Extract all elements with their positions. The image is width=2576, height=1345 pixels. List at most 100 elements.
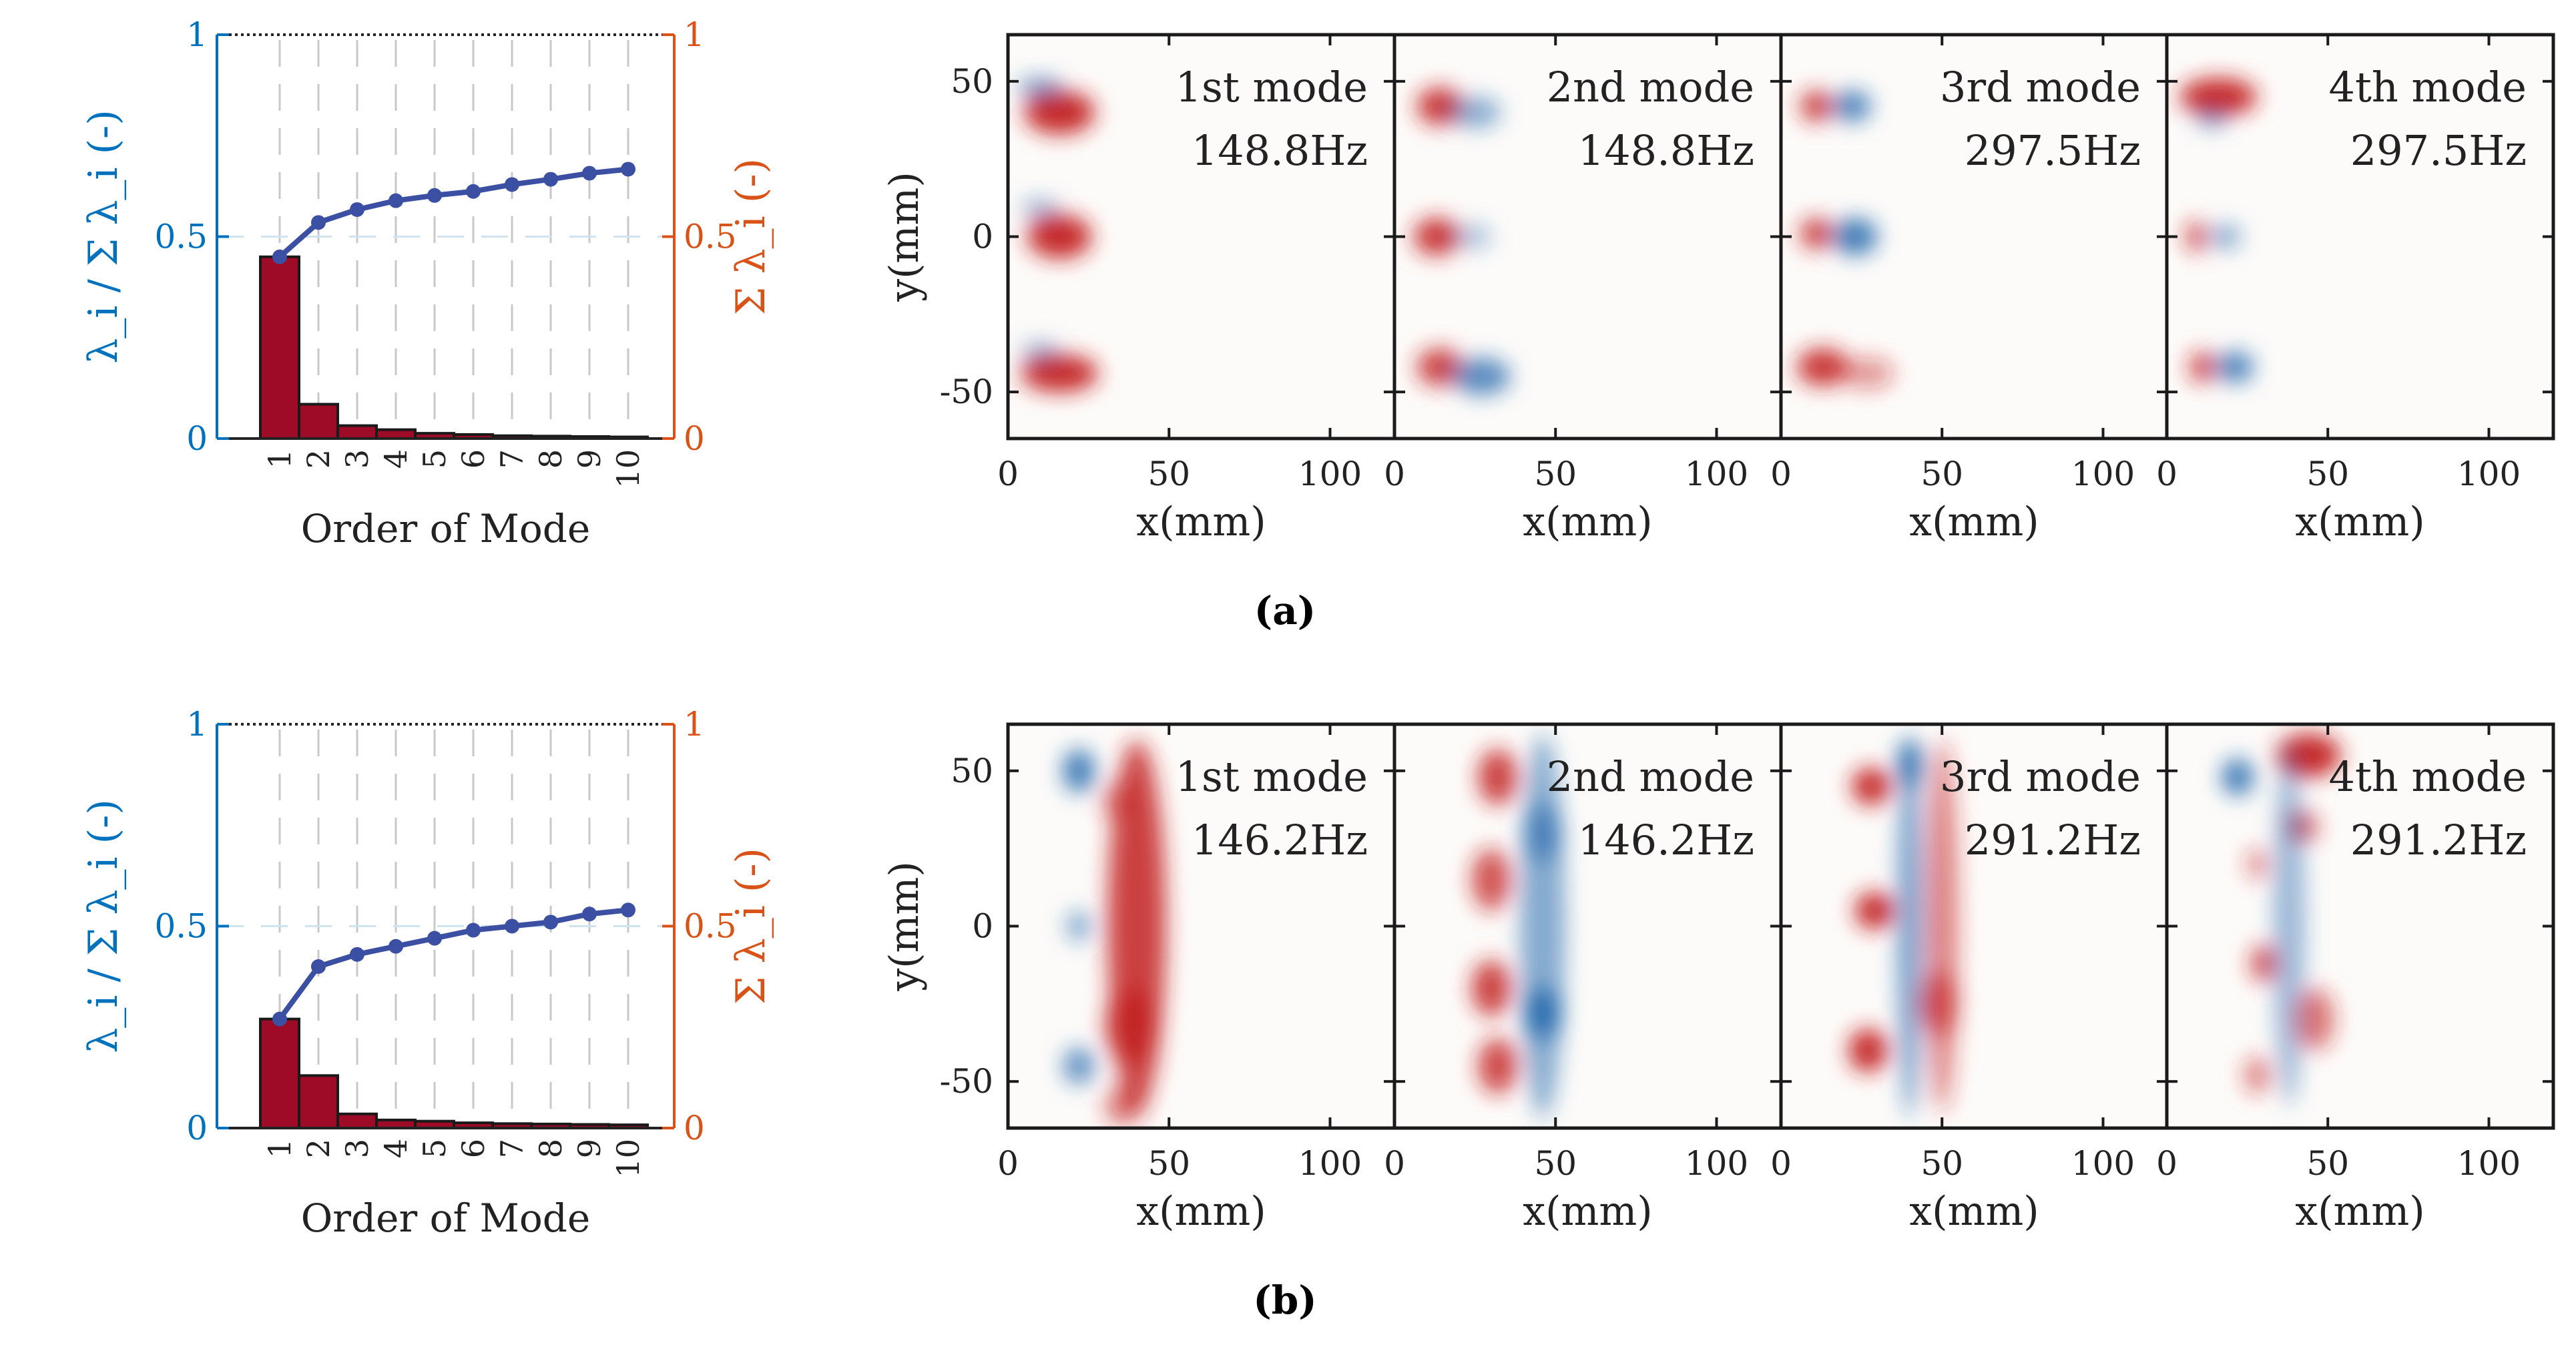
- bar-mode-3: [336, 1112, 378, 1129]
- field-blob: [1523, 988, 1562, 1039]
- x-axis-title: x(mm): [1523, 499, 1652, 545]
- field-blob: [2208, 224, 2241, 250]
- right-tick-label: 1: [684, 15, 705, 54]
- field-blob: [1452, 224, 1491, 250]
- category-label-6: 6: [455, 1139, 491, 1158]
- field-blob: [1478, 1038, 1517, 1094]
- category-label-3: 3: [339, 449, 375, 469]
- left-tick-label: 1: [186, 705, 208, 744]
- field-blob: [2273, 746, 2306, 1107]
- field-blob: [1854, 892, 1894, 930]
- mode-frequency: 297.5Hz: [1965, 126, 2141, 175]
- x-tick-label: 50: [1920, 1144, 1963, 1183]
- bar-mode-2: [298, 1074, 339, 1129]
- cumulative-line: [277, 907, 629, 1021]
- cumulative-point-10: [621, 902, 635, 918]
- field-blob: [1063, 749, 1095, 793]
- x-axis-title: Order of Mode: [301, 506, 590, 551]
- field-blob: [2222, 758, 2254, 796]
- mode-panel-2: 0 50 100 2nd mode 148.8Hz x(mm): [1384, 33, 1783, 545]
- x-tick-label: 50: [2306, 455, 2349, 493]
- x-tick-label: 50: [1534, 455, 1577, 493]
- y-tick-label: -50: [939, 1062, 993, 1101]
- category-label-2: 2: [300, 1139, 336, 1158]
- field-blob: [1471, 848, 1511, 911]
- category-label-1: 1: [262, 449, 298, 469]
- mode-field: [1063, 740, 1166, 1125]
- mode-panel-3: 0 50 100 3rd mode 291.2Hz x(mm): [1770, 722, 2169, 1235]
- category-label-6: 6: [455, 449, 491, 469]
- field-blob: [1452, 358, 1511, 395]
- bar-mode-3: [336, 424, 378, 441]
- field-blob: [1416, 348, 1463, 386]
- field-blob: [1523, 805, 1562, 861]
- x-axis-title: Order of Mode: [301, 1195, 590, 1241]
- field-blob: [2247, 848, 2267, 880]
- cumulative-point-8: [543, 172, 558, 187]
- x-tick-label: 100: [1685, 1144, 1748, 1183]
- cumulative-point-5: [427, 930, 442, 946]
- mode-field: [1797, 90, 1894, 389]
- mode-frequency: 146.2Hz: [1578, 816, 1754, 864]
- heatmap-row-a: 0 50 100 50 0 -50 1st mode 148.8Hz x(mm) 0 50 100 2n…: [881, 33, 2555, 545]
- cumulative-point-3: [350, 947, 364, 962]
- cumulative-point-10: [621, 162, 635, 177]
- mode-field: [1471, 733, 1565, 1119]
- bar-mode-2: [298, 402, 339, 441]
- cumulative-point-2: [311, 959, 326, 974]
- field-blob: [1797, 348, 1849, 386]
- category-label-7: 7: [494, 449, 530, 469]
- mode-panel-4: 0 50 100 4th mode 297.5Hz x(mm): [2156, 33, 2555, 545]
- left-tick-label: 0: [186, 1109, 208, 1147]
- mode-panel-3: 0 50 100 3rd mode 297.5Hz x(mm): [1770, 33, 2169, 545]
- x-tick-label: 0: [1770, 455, 1792, 493]
- y-tick-label: 50: [951, 752, 993, 790]
- mode-frequency: 146.2Hz: [1192, 816, 1368, 864]
- y-axis-title: y(mm): [881, 172, 928, 302]
- field-blob: [1896, 740, 1923, 790]
- cumulative-point-3: [350, 202, 364, 217]
- left-tick-label: 0.5: [154, 218, 208, 256]
- right-tick-label: 0: [684, 1109, 705, 1147]
- field-blob: [1021, 354, 1099, 392]
- right-tick-label: 0.5: [684, 218, 737, 256]
- x-tick-label: 100: [1298, 1144, 1362, 1183]
- mode-name: 4th mode: [2329, 752, 2527, 801]
- field-blob: [1101, 783, 1134, 821]
- x-axis-title: x(mm): [1909, 1188, 2039, 1235]
- x-tick-label: 0: [1770, 1144, 1792, 1183]
- mode-panel-1: 0 50 100 50 0 -50 1st mode 146.2Hz x(mm): [939, 722, 1396, 1235]
- mode-field: [1017, 78, 1099, 392]
- mode-name: 3rd mode: [1940, 752, 2141, 801]
- field-blob: [1852, 768, 1891, 805]
- cumulative-point-4: [389, 938, 403, 954]
- category-label-1: 1: [262, 1139, 298, 1158]
- category-label-10: 10: [610, 1139, 646, 1178]
- y-tick-label: 0: [972, 907, 993, 946]
- cumulative-point-7: [505, 177, 519, 192]
- heatmap-row-b: 0 50 100 50 0 -50 1st mode 146.2Hz x(mm) 0 50 100 2n…: [881, 722, 2555, 1235]
- x-axis-title: x(mm): [1523, 1188, 1652, 1235]
- mode-frequency: 297.5Hz: [2350, 126, 2527, 175]
- left-axis-title: λ_i / Σ λ_i (-): [80, 799, 127, 1053]
- field-blob: [1800, 218, 1833, 250]
- mode-field: [1413, 87, 1511, 395]
- mode-field: [1848, 733, 1959, 1119]
- left-tick-label: 0: [186, 419, 208, 458]
- category-label-8: 8: [533, 1139, 569, 1158]
- bar-mode-1: [259, 1017, 300, 1130]
- category-label-2: 2: [300, 449, 336, 469]
- field-blob: [1104, 988, 1156, 1063]
- right-axis-title: Σ λ_i (-): [728, 158, 774, 315]
- x-tick-label: 50: [1534, 1144, 1577, 1183]
- category-label-5: 5: [417, 1139, 453, 1158]
- field-blob: [1919, 973, 1959, 1035]
- category-label-7: 7: [494, 1139, 530, 1158]
- category-label-8: 8: [533, 449, 569, 469]
- x-tick-label: 0: [997, 455, 1019, 493]
- x-axis-title: x(mm): [2295, 1188, 2424, 1235]
- field-blob: [1800, 90, 1833, 122]
